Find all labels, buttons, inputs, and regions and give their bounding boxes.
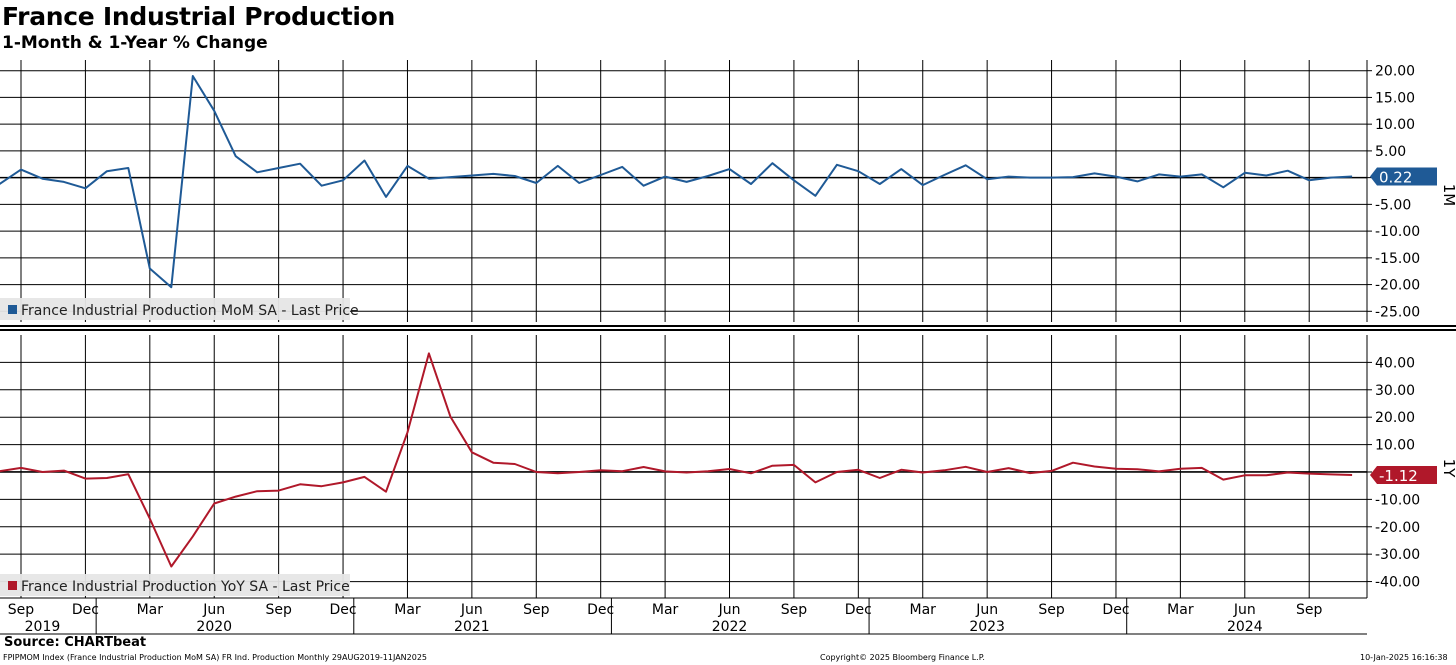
x-tick-label: Sep xyxy=(1038,602,1065,618)
legend-swatch xyxy=(8,305,17,314)
x-tick-label: Jun xyxy=(1233,602,1256,618)
yoy-panel: 40.00 30.00 20.00 10.00 -10.00 -20.00 -30.00 -4… xyxy=(0,335,1456,598)
y-tick-label: 10.00 xyxy=(1375,438,1415,454)
legend: France Industrial Production MoM SA - La… xyxy=(0,298,359,320)
y-tick-label: 40.00 xyxy=(1375,355,1415,371)
y-tick-label: 15.00 xyxy=(1375,90,1415,106)
legend-label: France Industrial Production MoM SA - La… xyxy=(21,303,359,319)
x-tick-label: Dec xyxy=(330,602,357,618)
y-tick-label: -5.00 xyxy=(1375,197,1411,213)
y-tick-label: -20.00 xyxy=(1375,278,1420,294)
timestamp: 10-Jan-2025 16:16:38 xyxy=(1360,653,1448,662)
y-tick-label: 5.00 xyxy=(1375,144,1406,160)
x-year-label: 2020 xyxy=(196,619,232,635)
y-tick-label: -40.00 xyxy=(1375,575,1420,591)
x-year-label: 2022 xyxy=(712,619,748,635)
x-tick-label: Mar xyxy=(652,602,679,618)
last-value-tag: 0.22 xyxy=(1370,167,1437,186)
x-tick-label: Sep xyxy=(523,602,550,618)
source-label: Source: CHARTbeat xyxy=(4,635,147,650)
x-tick-label: Dec xyxy=(845,602,872,618)
y-tick-label: 10.00 xyxy=(1375,117,1415,133)
legend: France Industrial Production YoY SA - La… xyxy=(0,574,350,596)
last-value-label: 0.22 xyxy=(1379,168,1412,186)
page-title: France Industrial Production xyxy=(2,2,396,31)
yoy-series-line xyxy=(0,352,1353,568)
last-value-tag: -1.12 xyxy=(1370,466,1437,485)
x-year-label: 2019 xyxy=(25,619,61,635)
x-year-label: 2021 xyxy=(454,619,490,635)
x-tick-label: Mar xyxy=(137,602,164,618)
x-tick-label: Dec xyxy=(1102,602,1129,618)
legend-background xyxy=(0,298,350,320)
y-tick-label: -30.00 xyxy=(1375,547,1420,563)
legend-swatch xyxy=(8,581,17,590)
x-tick-label: Sep xyxy=(1296,602,1323,618)
x-year-label: 2023 xyxy=(969,619,1005,635)
x-axis: Sep Dec Mar Jun Sep Dec Mar Jun Sep Dec Mar Jun Sep D… xyxy=(0,597,1367,635)
panel-axis-label: 1M xyxy=(1440,184,1456,207)
last-value-badge xyxy=(1370,466,1437,485)
x-tick-label: Mar xyxy=(394,602,421,618)
y-tick-label: -15.00 xyxy=(1375,251,1420,267)
mom-series-line xyxy=(0,75,1353,289)
legend-label: France Industrial Production YoY SA - La… xyxy=(21,579,350,595)
y-tick-label: 30.00 xyxy=(1375,383,1415,399)
index-info: FPIPMOM Index (France Industrial Product… xyxy=(3,653,428,662)
y-tick-label: -10.00 xyxy=(1375,492,1420,508)
x-tick-label: Sep xyxy=(265,602,292,618)
y-tick-label: 20.00 xyxy=(1375,410,1415,426)
legend-background xyxy=(0,574,350,596)
x-tick-label: Mar xyxy=(910,602,937,618)
x-tick-label: Jun xyxy=(202,602,225,618)
y-tick-label: -20.00 xyxy=(1375,520,1420,536)
mom-panel: 20.00 15.00 10.00 5.00 -5.00 -10.00 -15.00 -20.… xyxy=(0,60,1456,322)
y-tick-label: -10.00 xyxy=(1375,224,1420,240)
last-value-label: -1.12 xyxy=(1379,467,1418,485)
x-tick-label: Sep xyxy=(8,602,35,618)
x-tick-label: Jun xyxy=(460,602,483,618)
x-tick-label: Dec xyxy=(72,602,99,618)
page-subtitle: 1-Month & 1-Year % Change xyxy=(2,33,268,53)
x-tick-label: Jun xyxy=(975,602,998,618)
y-tick-label: 20.00 xyxy=(1375,64,1415,80)
last-value-badge xyxy=(1370,167,1437,186)
x-tick-label: Sep xyxy=(781,602,808,618)
x-tick-label: Mar xyxy=(1167,602,1194,618)
x-year-label: 2024 xyxy=(1227,619,1263,635)
y-tick-label: -25.00 xyxy=(1375,304,1420,320)
x-tick-label: Jun xyxy=(718,602,741,618)
x-tick-label: Dec xyxy=(587,602,614,618)
panel-axis-label: 1Y xyxy=(1440,459,1456,479)
copyright: Copyright© 2025 Bloomberg Finance L.P. xyxy=(820,653,985,662)
